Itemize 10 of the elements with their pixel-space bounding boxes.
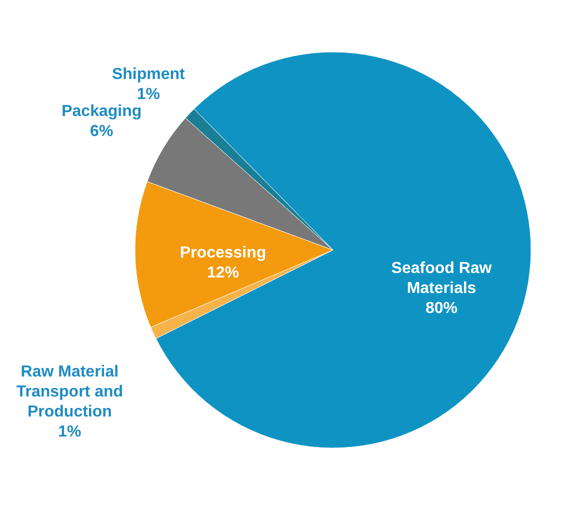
slice-label: Packaging: [62, 102, 142, 120]
slice-label: Seafood Raw Materials: [391, 260, 492, 298]
slice-label: Shipment: [112, 66, 186, 84]
slice-label: Processing: [180, 244, 266, 262]
slice-label: Raw Material Transport and Production: [16, 364, 124, 421]
data-label: 6%: [90, 122, 114, 140]
data-label: 1%: [136, 86, 160, 104]
data-label: 12%: [207, 264, 240, 282]
data-label: 1%: [58, 424, 82, 441]
data-label: 80%: [426, 300, 458, 318]
